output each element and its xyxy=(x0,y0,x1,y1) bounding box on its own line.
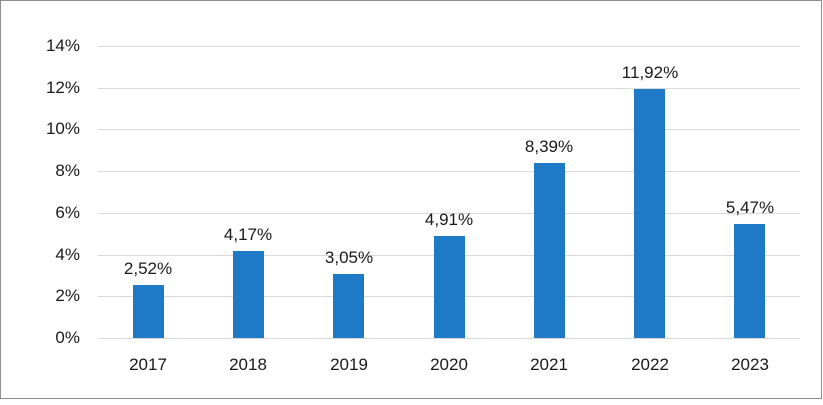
y-axis-tick-label: 4% xyxy=(55,245,80,264)
y-axis-tick-label: 14% xyxy=(45,36,80,55)
bar-data-label: 8,39% xyxy=(524,137,574,156)
bar-data-label: 5,47% xyxy=(725,198,775,217)
bar xyxy=(233,251,264,338)
y-axis-tick-label: 0% xyxy=(55,328,80,347)
bar-data-label: 2,52% xyxy=(123,259,173,278)
x-axis-category-label: 2022 xyxy=(631,355,669,374)
gridline xyxy=(98,338,800,339)
y-axis-tick-label: 10% xyxy=(45,119,80,138)
bar-data-label: 4,17% xyxy=(223,225,273,244)
x-axis-category-label: 2017 xyxy=(129,355,167,374)
bar-data-label: 4,91% xyxy=(424,210,474,229)
bar xyxy=(133,285,164,338)
bar xyxy=(734,224,765,338)
y-axis-tick-label: 2% xyxy=(55,286,80,305)
gridline xyxy=(98,171,800,172)
x-axis-category-label: 2020 xyxy=(430,355,468,374)
x-axis-category-label: 2019 xyxy=(330,355,368,374)
bar xyxy=(534,163,565,338)
bar xyxy=(333,274,364,338)
x-axis-category-label: 2018 xyxy=(229,355,267,374)
bar-data-label: 3,05% xyxy=(324,248,374,267)
bar-data-label: 11,92% xyxy=(621,63,679,82)
gridline xyxy=(98,88,800,89)
bar xyxy=(634,89,665,338)
gridline xyxy=(98,46,800,47)
gridline xyxy=(98,213,800,214)
y-axis-tick-label: 8% xyxy=(55,161,80,180)
y-axis-tick-label: 6% xyxy=(55,203,80,222)
y-axis-tick-label: 12% xyxy=(45,78,80,97)
bar xyxy=(434,236,465,338)
gridline xyxy=(98,129,800,130)
x-axis-category-label: 2021 xyxy=(530,355,568,374)
x-axis-category-label: 2023 xyxy=(731,355,769,374)
